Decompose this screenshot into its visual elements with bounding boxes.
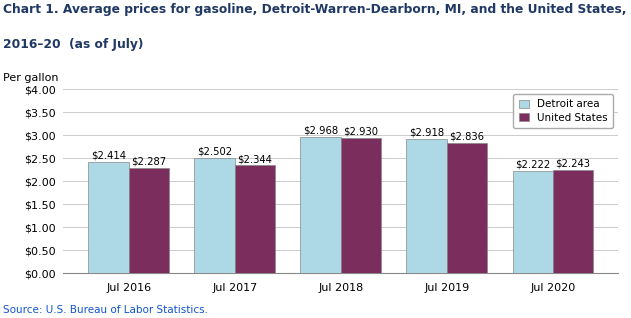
Text: $2.502: $2.502	[197, 147, 232, 157]
Bar	[341, 138, 381, 273]
Text: $2.836: $2.836	[449, 131, 485, 141]
Text: $2.243: $2.243	[555, 159, 591, 169]
Text: Source: U.S. Bureau of Labor Statistics.: Source: U.S. Bureau of Labor Statistics.	[3, 305, 208, 315]
Text: $2.930: $2.930	[343, 127, 379, 137]
Bar	[553, 170, 593, 273]
Bar	[88, 162, 129, 273]
Text: $2.918: $2.918	[409, 128, 444, 138]
Bar	[235, 165, 275, 273]
Bar	[512, 171, 553, 273]
Text: 2016–20  (as of July): 2016–20 (as of July)	[3, 38, 143, 51]
Text: $2.344: $2.344	[237, 154, 273, 164]
Bar	[300, 137, 341, 273]
Text: $2.222: $2.222	[515, 160, 550, 169]
Bar	[406, 139, 447, 273]
Text: Per gallon: Per gallon	[3, 73, 59, 83]
Text: $2.414: $2.414	[91, 151, 126, 161]
Legend: Detroit area, United States: Detroit area, United States	[514, 94, 613, 128]
Text: Chart 1. Average prices for gasoline, Detroit-Warren-Dearborn, MI, and the Unite: Chart 1. Average prices for gasoline, De…	[3, 3, 627, 16]
Text: $2.287: $2.287	[131, 157, 167, 167]
Bar	[447, 143, 487, 273]
Bar	[129, 168, 169, 273]
Text: $2.968: $2.968	[303, 125, 338, 135]
Bar	[194, 158, 235, 273]
